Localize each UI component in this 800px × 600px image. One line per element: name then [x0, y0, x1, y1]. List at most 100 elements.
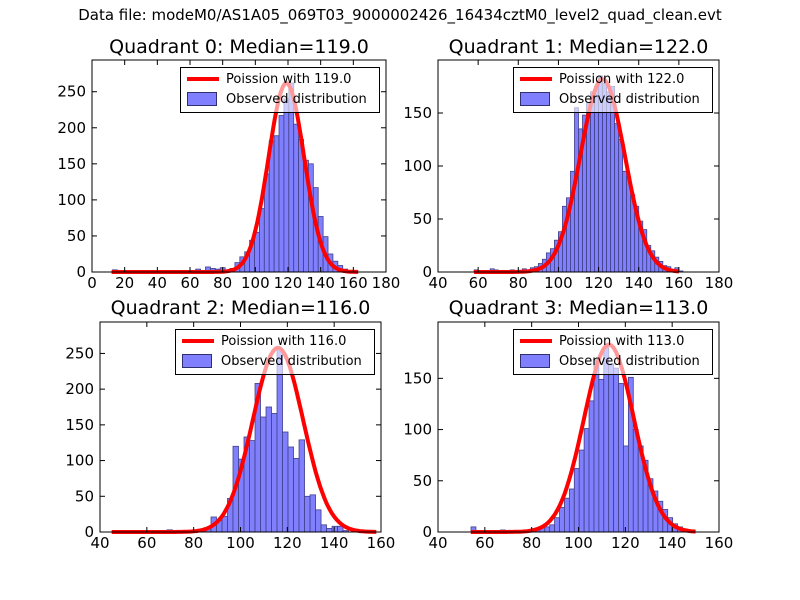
panel-title-q3: Quadrant 3: Median=113.0 [448, 297, 709, 319]
x-tick-label: 100 [226, 534, 255, 552]
x-tick-label: 160 [367, 534, 396, 552]
y-tick-label: 200 [57, 119, 86, 137]
x-tick-label: 80 [509, 274, 528, 292]
histogram-bar [549, 524, 556, 533]
histogram-bar [331, 525, 338, 533]
x-tick-label: 120 [584, 274, 613, 292]
histogram-bar [573, 468, 580, 533]
histogram-bar [315, 509, 322, 533]
y-tick-label: 250 [65, 344, 94, 362]
histogram-bar [283, 98, 290, 273]
legend-patch-swatch [520, 92, 550, 106]
histogram-bar [544, 526, 551, 533]
histogram-bar [293, 123, 300, 273]
figure-title: Data file: modeM0/AS1A05_069T03_90000024… [78, 6, 722, 24]
legend-patch-swatch [182, 354, 212, 368]
legend-line-swatch [520, 339, 552, 343]
histogram-bar [568, 488, 575, 533]
histogram-bar [273, 135, 280, 273]
histogram-bar [610, 86, 616, 273]
y-tick-label: 100 [403, 421, 432, 439]
histogram-bar [590, 91, 595, 273]
y-tick-label: 150 [403, 369, 432, 387]
histogram-bar [309, 494, 316, 533]
histogram-bar [320, 524, 327, 533]
legend-label-observed: Observed distribution [559, 353, 700, 369]
y-tick-label: 50 [413, 472, 432, 490]
histogram-bar [606, 91, 612, 273]
x-tick-label: 60 [180, 274, 199, 292]
legend-line-swatch [182, 339, 214, 343]
x-tick-label: 60 [137, 534, 156, 552]
x-tick-label: 160 [705, 534, 734, 552]
histogram-bar [276, 348, 283, 533]
panel-title-q1: Quadrant 1: Median=122.0 [448, 36, 709, 58]
y-tick-label: 250 [57, 83, 86, 101]
y-tick-label: 0 [422, 263, 432, 281]
legend-line-swatch [187, 77, 219, 81]
histogram-bar [608, 363, 615, 533]
legend-label-poisson: Poission with 116.0 [221, 333, 347, 349]
x-tick-label: 60 [475, 534, 494, 552]
histogram-bar [583, 428, 590, 533]
x-tick-label: 160 [665, 274, 694, 292]
histogram-bar [588, 400, 595, 533]
histogram-bar [578, 449, 585, 533]
y-tick-label: 100 [65, 452, 94, 470]
histogram-bar [298, 439, 305, 533]
histogram-bar [265, 406, 272, 533]
y-tick-label: 100 [403, 157, 432, 175]
histogram-bar [598, 378, 605, 533]
histogram-bar [632, 429, 639, 533]
legend-label-poisson: Poission with 113.0 [559, 333, 685, 349]
panel-title-q0: Quadrant 0: Median=119.0 [109, 36, 369, 58]
histogram-bar [271, 413, 278, 533]
x-tick-label: 60 [469, 274, 488, 292]
y-tick-label: 150 [65, 416, 94, 434]
x-tick-label: 180 [372, 274, 401, 292]
legend-label-poisson: Poission with 122.0 [559, 71, 685, 87]
x-tick-label: 40 [148, 274, 167, 292]
histogram-bar [559, 507, 565, 533]
legend-q2: Poission with 116.0 Observed distributio… [175, 329, 375, 375]
histogram-bar [603, 347, 610, 533]
y-tick-label: 0 [76, 263, 86, 281]
histogram-bar [249, 440, 256, 533]
histogram-bar [614, 123, 620, 273]
histogram-bar [564, 497, 570, 533]
y-tick-label: 200 [65, 380, 94, 398]
histogram-bar [593, 359, 600, 533]
histogram-bar [304, 495, 311, 533]
histogram-bar [293, 458, 300, 533]
x-tick-label: 180 [705, 274, 734, 292]
x-tick-label: 80 [213, 274, 232, 292]
legend-label-observed: Observed distribution [559, 91, 700, 107]
x-tick-label: 0 [87, 274, 97, 292]
legend-label-poisson: Poission with 119.0 [226, 71, 352, 87]
y-tick-label: 50 [75, 487, 94, 505]
histogram-bar [326, 528, 333, 533]
legend-q1: Poission with 122.0 Observed distributio… [513, 67, 713, 113]
x-tick-label: 20 [115, 274, 134, 292]
histogram-bar [618, 139, 624, 273]
legend-patch-swatch [520, 354, 550, 368]
x-tick-label: 40 [428, 534, 447, 552]
histogram-bar [623, 445, 629, 533]
x-tick-label: 140 [658, 534, 687, 552]
y-tick-label: 50 [67, 227, 86, 245]
y-tick-label: 150 [403, 104, 432, 122]
histogram-bar [594, 86, 599, 273]
x-tick-label: 100 [544, 274, 573, 292]
x-tick-label: 80 [184, 534, 203, 552]
panel-title-q2: Quadrant 2: Median=116.0 [110, 297, 371, 319]
y-tick-label: 150 [57, 155, 86, 173]
x-tick-label: 40 [90, 534, 109, 552]
histogram-bar [287, 446, 294, 533]
y-tick-label: 100 [57, 191, 86, 209]
y-tick-label: 50 [413, 210, 432, 228]
legend-label-observed: Observed distribution [226, 91, 367, 107]
x-tick-label: 120 [611, 534, 640, 552]
x-tick-label: 120 [273, 534, 302, 552]
x-tick-label: 140 [320, 534, 349, 552]
